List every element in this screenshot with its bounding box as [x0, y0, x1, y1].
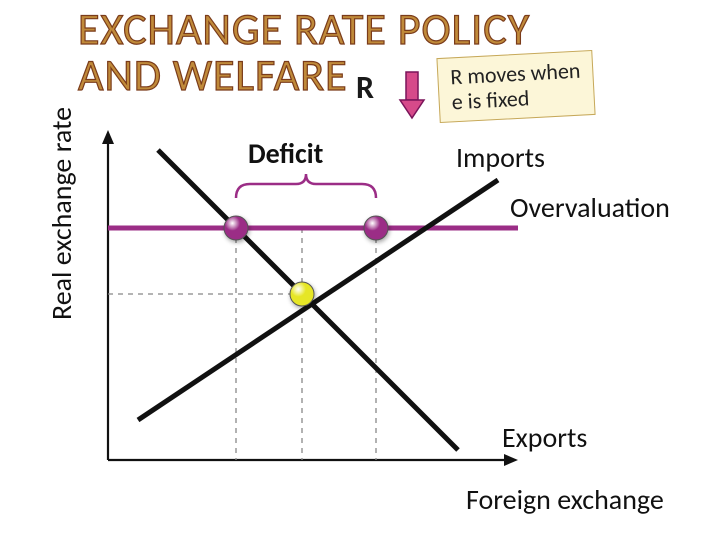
supply-demand-chart: [78, 120, 518, 480]
callout-box: R moves when e is fixed: [436, 50, 595, 123]
title-line-1: EXCHANGE RATE POLICY: [78, 6, 530, 52]
x-axis-label: Foreign exchange: [466, 482, 664, 517]
callout-line-2: e is fixed: [451, 83, 582, 115]
y-axis-label: Real exchange rate: [44, 107, 79, 320]
r-label: R: [356, 68, 374, 107]
r-moves-arrow-icon: [392, 68, 432, 126]
overvaluation-label: Overvaluation: [510, 190, 670, 225]
